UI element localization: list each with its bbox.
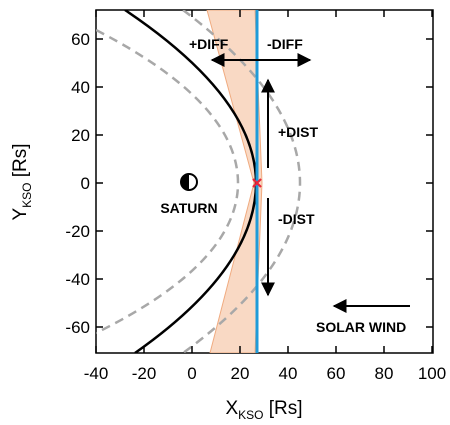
crossing-marker	[252, 178, 262, 188]
y-axis	[96, 38, 433, 328]
y-tick-label: -20	[65, 222, 90, 241]
y-tick-label: 20	[71, 126, 90, 145]
minus-diff-label: -DIFF	[267, 36, 303, 52]
uncertainty-cone	[206, 10, 263, 353]
plus-diff-label: +DIFF	[189, 36, 229, 52]
saturn-icon	[180, 173, 198, 191]
y-axis-unit: [Rs]	[10, 143, 31, 182]
x-tick-label: 0	[187, 364, 196, 383]
x-axis-letter: X	[225, 398, 238, 419]
plot-frame	[95, 9, 434, 354]
x-axis-subscript: KSO	[238, 408, 263, 422]
minus-dist-label: -DIST	[278, 211, 315, 227]
x-axis	[95, 10, 433, 353]
x-tick-label: 100	[418, 364, 446, 383]
solar-wind-label: SOLAR WIND	[316, 319, 406, 335]
x-tick-label: -40	[84, 364, 109, 383]
x-tick-label: 20	[231, 364, 250, 383]
x-tick-label: 60	[327, 364, 346, 383]
x-axis-unit: [Rs]	[263, 398, 302, 419]
y-axis-title: YKSO [Rs]	[10, 143, 34, 220]
y-tick-label: -60	[65, 318, 90, 337]
y-axis-letter: Y	[10, 208, 31, 221]
x-tick-label: -20	[132, 364, 157, 383]
inner-bound-curve	[96, 28, 240, 335]
y-tick-label: 40	[71, 78, 90, 97]
x-tick-label: 80	[375, 364, 394, 383]
y-tick-label: -40	[65, 270, 90, 289]
saturn-label: SATURN	[160, 200, 217, 216]
plus-dist-label: +DIST	[278, 124, 319, 140]
y-axis-subscript: KSO	[20, 183, 34, 208]
y-tick-label: 0	[81, 174, 90, 193]
y-tick-label: 60	[71, 30, 90, 49]
x-tick-label: 40	[279, 364, 298, 383]
x-axis-title: XKSO [Rs]	[225, 398, 302, 422]
